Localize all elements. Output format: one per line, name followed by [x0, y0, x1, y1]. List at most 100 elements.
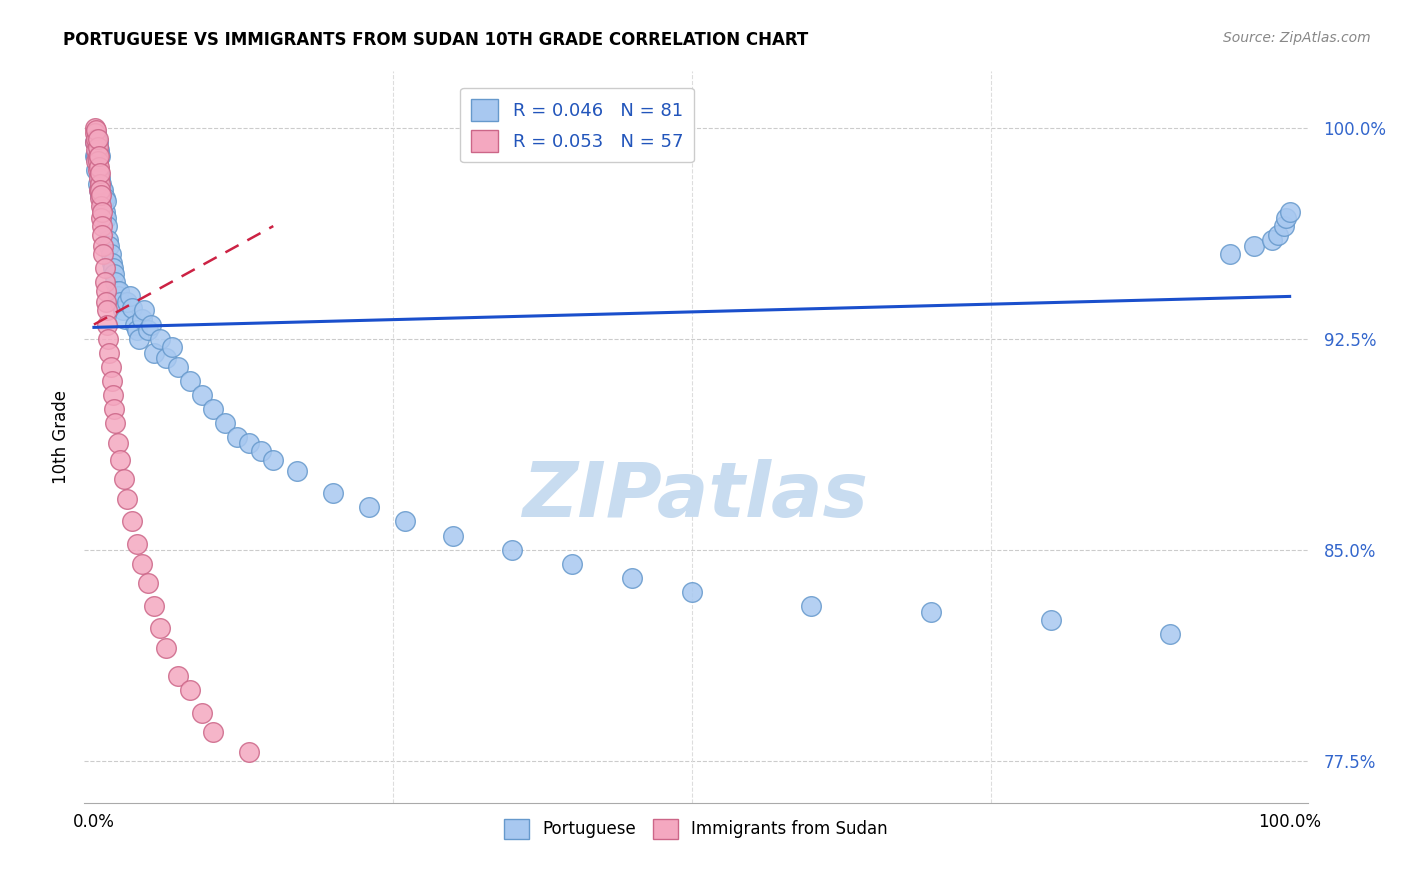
Point — [103, 267, 125, 281]
Point — [93, 191, 115, 205]
Point — [1267, 227, 1289, 242]
Point — [250, 444, 273, 458]
Point — [94, 194, 117, 208]
Point — [681, 584, 703, 599]
Point — [101, 374, 124, 388]
Point — [128, 332, 150, 346]
Point — [87, 149, 110, 163]
Point — [89, 171, 111, 186]
Point — [202, 401, 225, 416]
Point — [86, 140, 108, 154]
Y-axis label: 10th Grade: 10th Grade — [52, 390, 70, 484]
Point — [125, 537, 148, 551]
Point — [87, 143, 110, 157]
Point — [89, 177, 111, 191]
Point — [84, 135, 107, 149]
Point — [561, 557, 583, 571]
Point — [89, 149, 111, 163]
Point — [91, 219, 114, 233]
Point — [121, 515, 143, 529]
Point — [84, 120, 107, 135]
Point — [262, 452, 284, 467]
Point — [214, 416, 236, 430]
Point — [131, 312, 153, 326]
Point — [93, 239, 115, 253]
Point — [285, 464, 308, 478]
Point — [179, 374, 201, 388]
Legend: Portuguese, Immigrants from Sudan: Portuguese, Immigrants from Sudan — [498, 812, 894, 846]
Point — [101, 388, 124, 402]
Point — [117, 295, 139, 310]
Point — [96, 219, 118, 233]
Point — [800, 599, 823, 613]
Point — [1272, 219, 1295, 233]
Point — [125, 323, 148, 337]
Point — [87, 182, 110, 196]
Point — [202, 725, 225, 739]
Point — [87, 162, 110, 177]
Point — [100, 359, 122, 374]
Point — [93, 182, 115, 196]
Point — [238, 435, 260, 450]
Point — [93, 247, 115, 261]
Point — [98, 345, 121, 359]
Point — [87, 160, 110, 174]
Point — [87, 182, 110, 196]
Point — [86, 177, 108, 191]
Point — [93, 205, 115, 219]
Point — [86, 135, 108, 149]
Point — [89, 188, 111, 202]
Point — [86, 123, 108, 137]
Point — [86, 162, 108, 177]
Point — [86, 154, 108, 169]
Point — [1219, 247, 1241, 261]
Point — [110, 452, 132, 467]
Point — [136, 576, 159, 591]
Point — [238, 745, 260, 759]
Point — [86, 132, 108, 146]
Point — [93, 199, 115, 213]
Point — [1243, 239, 1265, 253]
Point — [190, 388, 212, 402]
Point — [93, 276, 115, 290]
Point — [101, 255, 124, 269]
Point — [1260, 233, 1282, 247]
Point — [86, 149, 108, 163]
Point — [1159, 627, 1181, 641]
Point — [86, 143, 108, 157]
Point — [1278, 205, 1301, 219]
Point — [90, 211, 112, 225]
Point — [86, 149, 108, 163]
Point — [112, 472, 135, 486]
Point — [501, 542, 523, 557]
Point — [141, 318, 163, 332]
Point — [96, 303, 118, 318]
Text: ZIPatlas: ZIPatlas — [523, 458, 869, 533]
Point — [226, 430, 249, 444]
Point — [93, 261, 115, 276]
Text: PORTUGUESE VS IMMIGRANTS FROM SUDAN 10TH GRADE CORRELATION CHART: PORTUGUESE VS IMMIGRANTS FROM SUDAN 10TH… — [63, 31, 808, 49]
Point — [166, 669, 188, 683]
Point — [117, 491, 139, 506]
Point — [104, 416, 127, 430]
Point — [124, 318, 146, 332]
Point — [101, 261, 124, 276]
Point — [86, 154, 108, 169]
Point — [121, 301, 143, 315]
Point — [441, 528, 464, 542]
Point — [94, 211, 117, 225]
Point — [179, 683, 201, 698]
Point — [166, 359, 188, 374]
Point — [84, 135, 107, 149]
Point — [91, 227, 114, 242]
Point — [84, 149, 107, 163]
Point — [100, 247, 122, 261]
Point — [920, 605, 942, 619]
Point — [108, 284, 131, 298]
Point — [94, 295, 117, 310]
Point — [91, 205, 114, 219]
Point — [142, 599, 165, 613]
Point — [104, 276, 127, 290]
Point — [89, 166, 111, 180]
Point — [142, 345, 165, 359]
